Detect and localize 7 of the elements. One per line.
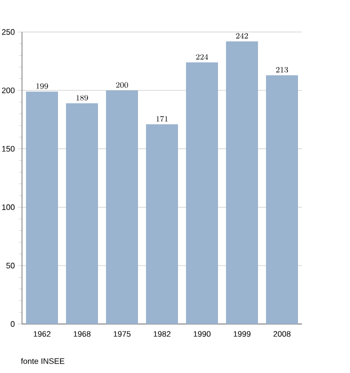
bar [26, 92, 58, 324]
bar [66, 103, 98, 324]
bar [106, 90, 138, 324]
bar [226, 41, 258, 324]
bar [146, 124, 178, 324]
bar [266, 75, 298, 324]
bar [186, 62, 218, 324]
